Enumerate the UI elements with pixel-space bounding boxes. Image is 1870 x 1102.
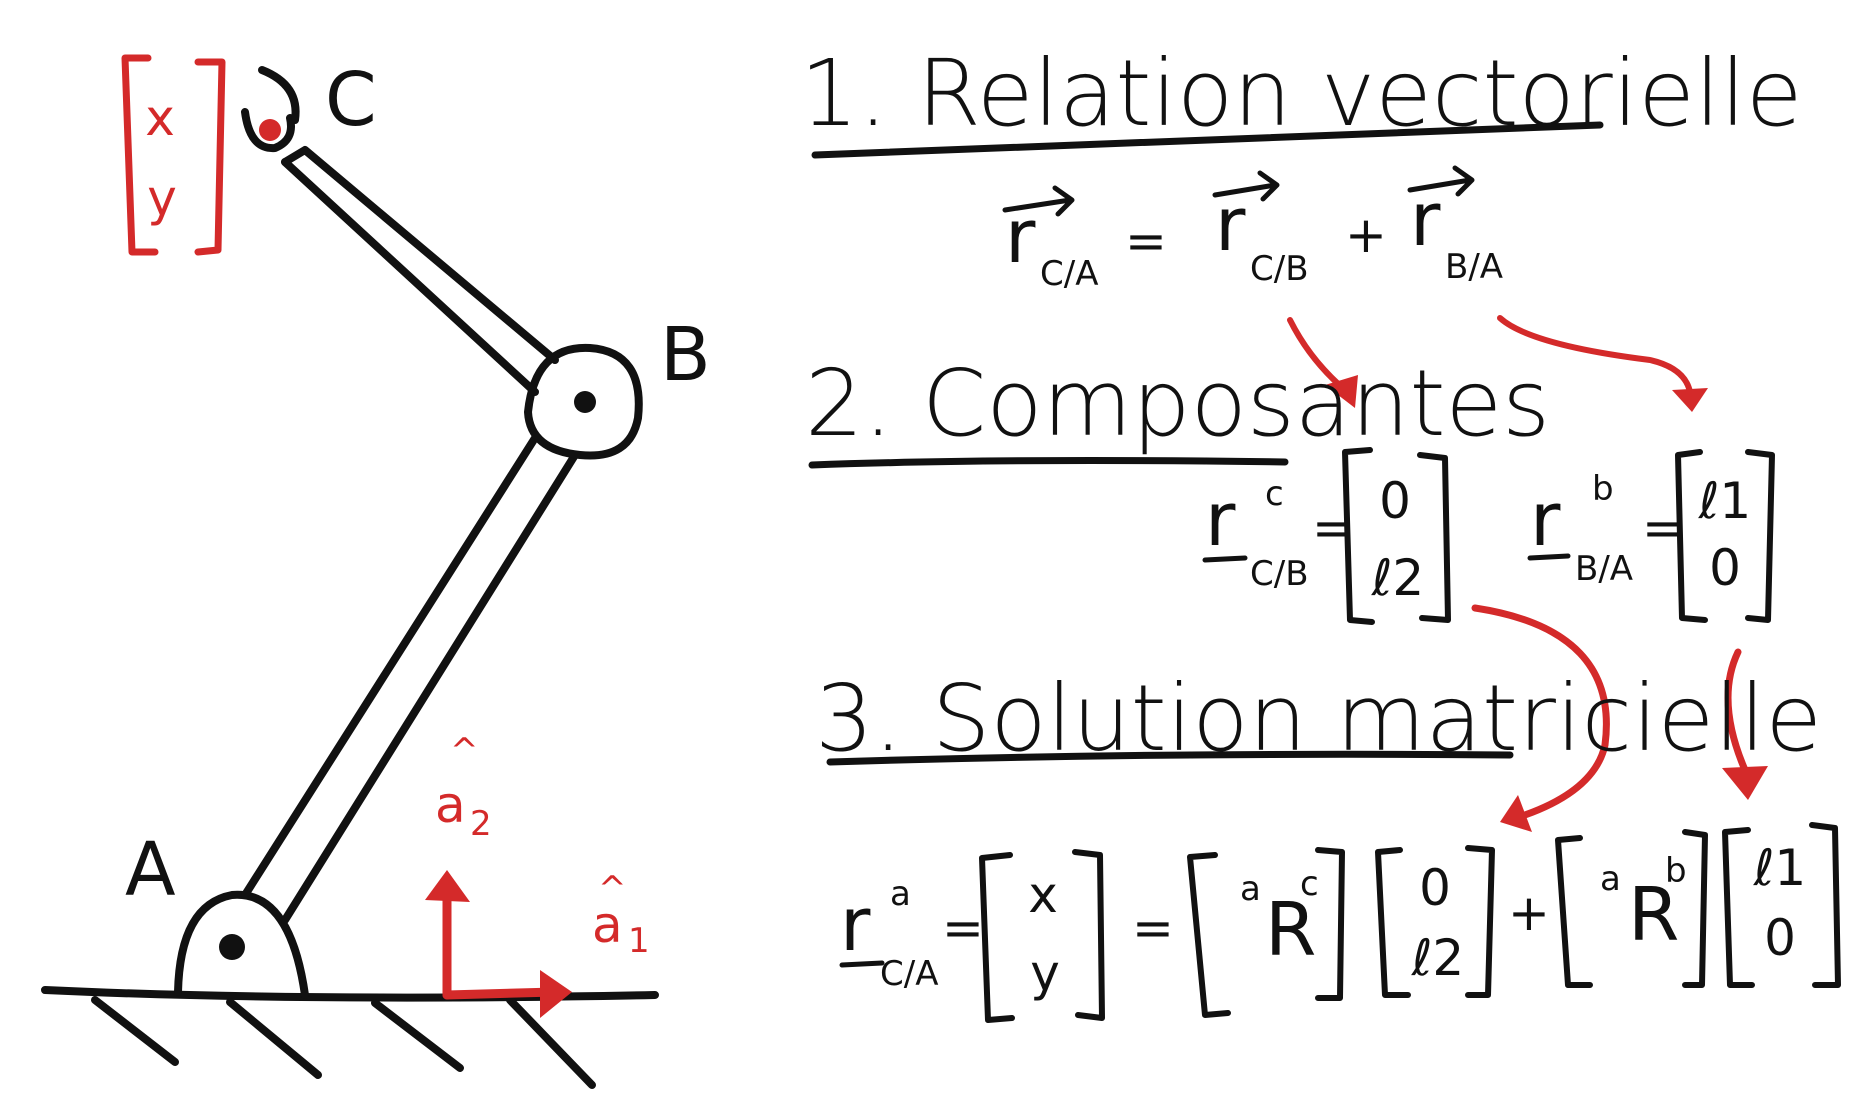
section-1-title: 1. Relation vectorielle [800,40,1803,147]
eq2b-v0: ℓ1 [1698,472,1751,530]
end-effector [245,70,296,148]
gripper-jaw [262,70,296,120]
ground [45,990,655,1085]
eq2b-v1: 0 [1709,539,1741,597]
ground-hatch [95,1000,175,1062]
matrix-bracket-left [1558,838,1590,985]
eq2a-r: r [1205,477,1236,563]
rot2-pre: a [1600,859,1621,899]
base-joint-a [178,895,305,995]
matrix-bracket-right [1748,452,1772,620]
eq3-sub-ca: C/A [880,954,938,994]
matrix-bracket-left [1345,450,1372,622]
arrowhead [1672,388,1708,412]
eq1-r-ba: r [1410,177,1441,263]
matrix-bracket-right [1318,850,1342,998]
a2-hat: ^ [450,731,479,771]
section-2: 2. Composantes r c C/B = 0 ℓ2 r b B/A = … [805,350,1772,622]
label-b: B [660,312,711,398]
link-bc [285,150,555,392]
eq2a-v1: ℓ2 [1371,549,1424,607]
eq3-y: y [1030,944,1060,1002]
eq3-x: x [1028,866,1058,924]
eq2a-sup-c: c [1265,474,1284,514]
pivot-b-dot [574,391,596,413]
link-bc-edge [285,150,555,360]
eq3-equals-1: = [942,899,984,957]
eq1-r-ca: r [1005,194,1036,280]
point-c-dot [259,119,281,141]
eq1-sub-ca: C/A [1040,254,1098,294]
matrix-bracket-left [982,855,1012,1020]
matrix-bracket-left [1378,850,1408,995]
section-3: 3. Solution matricielle r a C/A = x y = … [815,665,1838,1020]
matrix-bracket-left [1725,830,1752,985]
underline-r [1530,556,1568,558]
a1-base: a [592,896,623,954]
matrix-bracket-right [1812,825,1838,985]
link-ab-edge [285,455,575,920]
eq2a-v0: 0 [1379,472,1411,530]
elbow-joint-b [528,348,639,456]
ground-hatch [230,1002,318,1075]
axis-a1 [447,992,555,995]
eq1-equals: = [1125,212,1167,270]
rot2-post: b [1665,851,1687,891]
eq2a-sub-cb: C/B [1250,554,1309,594]
a2-sub: 2 [470,804,492,844]
pos-x: x [145,89,175,147]
pos-y: y [147,169,177,227]
ground-hatch [375,1003,460,1068]
matrix-bracket-right [1685,832,1705,985]
bracket-right [198,62,222,252]
eq3-cb-1: ℓ2 [1411,929,1464,987]
eq1-sub-cb: C/B [1250,249,1309,289]
eq3-sup-a: a [890,874,911,914]
matrix-bracket-right [1075,852,1102,1018]
section-1: 1. Relation vectorielle r C/A = r C/B + … [800,40,1803,294]
eq2b-sup-b: b [1592,469,1614,509]
rot1-post: c [1300,864,1319,904]
matrix-bracket-left [1190,855,1228,1015]
a2-base: a [435,776,466,834]
matrix-bracket-right [1468,848,1492,995]
ground-hatch [510,1000,592,1085]
reference-frame: ^ a 2 ^ a 1 [425,731,650,1018]
eq3-ba-0: ℓ1 [1753,839,1806,897]
section-2-underline [812,461,1285,465]
eq3-plus: + [1508,884,1550,942]
label-c: C [325,57,377,143]
eq3-equals-2: = [1132,899,1174,957]
a1-sub: 1 [628,921,650,961]
underline-r [1205,558,1245,560]
label-a: A [125,827,176,913]
arrowhead-a1 [540,970,572,1018]
eq3-ba-1: 0 [1764,909,1796,967]
eq3-r: r [840,882,871,968]
pivot-a-dot [219,934,245,960]
link-ab [245,438,575,920]
eq1-sub-ba: B/A [1445,247,1503,287]
rot1-pre: a [1240,869,1261,909]
position-vector-bracket: x y [125,58,222,252]
arrowhead-a2 [425,870,470,902]
eq1-plus: + [1345,206,1387,264]
eq1-r-cb: r [1215,182,1246,268]
eq2b-sub-ba: B/A [1575,549,1633,589]
underline-r [842,963,882,965]
eq2b-r: r [1530,477,1561,563]
section-2-title: 2. Composantes [805,350,1550,457]
eq3-cb-0: 0 [1419,859,1451,917]
link-bc-edge [285,162,535,392]
